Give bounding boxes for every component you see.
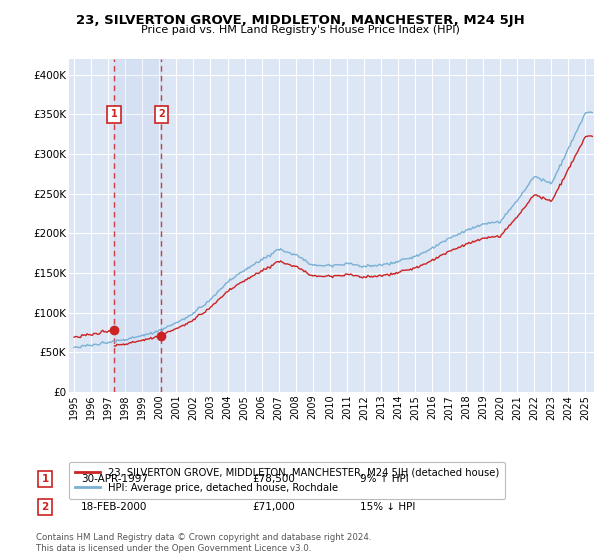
Text: Price paid vs. HM Land Registry's House Price Index (HPI): Price paid vs. HM Land Registry's House … [140,25,460,35]
Text: 30-APR-1997: 30-APR-1997 [81,474,148,484]
Bar [114,59,161,392]
Text: 1: 1 [110,109,117,119]
Text: 9% ↑ HPI: 9% ↑ HPI [360,474,409,484]
Text: 2: 2 [41,502,49,512]
Legend: 23, SILVERTON GROVE, MIDDLETON, MANCHESTER, M24 5JH (detached house), HPI: Avera: 23, SILVERTON GROVE, MIDDLETON, MANCHEST… [69,461,505,498]
Text: 23, SILVERTON GROVE, MIDDLETON, MANCHESTER, M24 5JH: 23, SILVERTON GROVE, MIDDLETON, MANCHEST… [76,14,524,27]
Text: £78,500: £78,500 [252,474,295,484]
Text: 1: 1 [41,474,49,484]
Text: 15% ↓ HPI: 15% ↓ HPI [360,502,415,512]
Text: 18-FEB-2000: 18-FEB-2000 [81,502,148,512]
Text: 2: 2 [158,109,165,119]
Text: £71,000: £71,000 [252,502,295,512]
Text: Contains HM Land Registry data © Crown copyright and database right 2024.
This d: Contains HM Land Registry data © Crown c… [36,533,371,553]
